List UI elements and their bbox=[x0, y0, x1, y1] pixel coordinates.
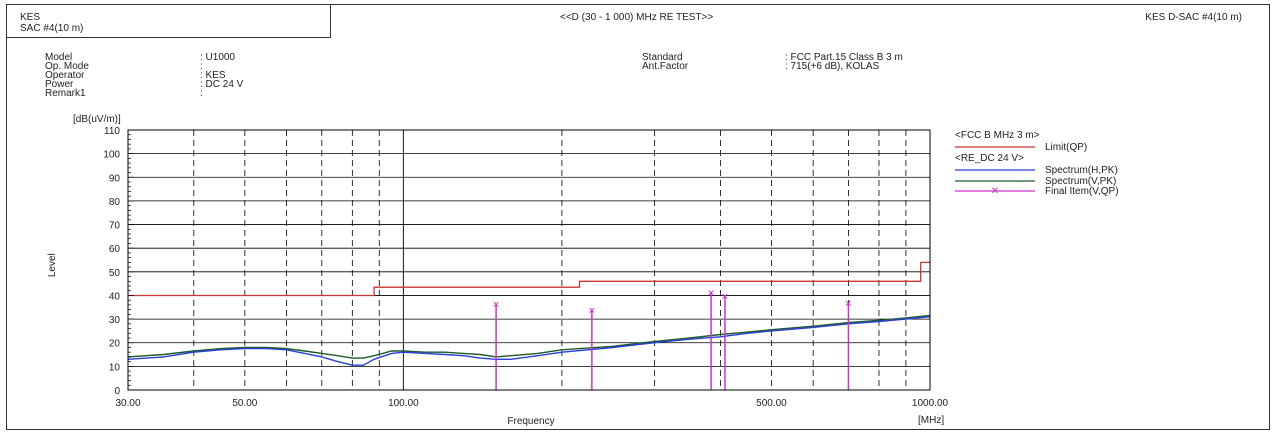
spectrum-v-line bbox=[127, 314, 931, 359]
final-qp-marker: ✕ bbox=[845, 299, 853, 309]
info-value: : bbox=[200, 61, 203, 72]
y-tick-label: 70 bbox=[109, 221, 121, 232]
y-tick-label: 20 bbox=[109, 339, 121, 350]
chart-plot: ✕ ✕ ✕ ✕ ✕ bbox=[127, 261, 931, 390]
chart-legend: <FCC B MHz 3 m> Limit(QP) <RE_DC 24 V> S… bbox=[955, 130, 1119, 197]
x-tick-label: 500.00 bbox=[756, 398, 787, 409]
x-tick-label: 50.00 bbox=[232, 398, 257, 409]
x-tick-label: 1000.00 bbox=[912, 398, 949, 409]
info-value: : 715(+6 dB), KOLAS bbox=[785, 61, 880, 72]
info-label: Remark1 bbox=[45, 88, 86, 99]
chart-axes: 0 10 20 30 40 50 60 70 80 90 100 110 30.00 50.00 100.0… bbox=[103, 126, 948, 409]
x-tick-label: 100.00 bbox=[388, 398, 419, 409]
final-qp-marker: ✕ bbox=[492, 300, 500, 310]
y-tick-label: 100 bbox=[103, 150, 120, 161]
report-title: <<D (30 - 1 000) MHz RE TEST>> bbox=[560, 12, 714, 23]
y-tick-label: 80 bbox=[109, 197, 121, 208]
info-label: Ant.Factor bbox=[642, 61, 689, 72]
legend-final-marker: ✕ bbox=[991, 186, 999, 197]
info-label: Power bbox=[45, 79, 74, 90]
final-qp-marker: ✕ bbox=[707, 288, 715, 298]
info-label: Op. Mode bbox=[45, 61, 89, 72]
legend-spectrum-v-label: Spectrum(V,PK) bbox=[1045, 176, 1116, 187]
info-value: : DC 24 V bbox=[200, 79, 244, 90]
report-frame bbox=[6, 4, 1270, 430]
y-axis-label: Level bbox=[47, 253, 58, 277]
x-unit-label: [MHz] bbox=[918, 415, 944, 426]
legend-group-re: <RE_DC 24 V> bbox=[955, 153, 1024, 164]
final-qp-marker: ✕ bbox=[588, 306, 596, 316]
y-tick-label: 50 bbox=[109, 268, 121, 279]
header-lab-box: KES SAC #4(10 m) bbox=[6, 4, 331, 38]
legend-group-limit: <FCC B MHz 3 m> bbox=[955, 130, 1040, 141]
spectrum-h-line bbox=[127, 316, 931, 366]
y-unit-label: [dB(uV/m)] bbox=[73, 114, 121, 125]
legend-limit-label: Limit(QP) bbox=[1045, 142, 1087, 153]
y-tick-label: 0 bbox=[114, 386, 120, 397]
plot-frame bbox=[127, 129, 931, 391]
info-label: Standard bbox=[642, 52, 683, 63]
info-label: Operator bbox=[45, 70, 85, 81]
y-tick-label: 110 bbox=[104, 126, 120, 137]
info-label: Model bbox=[45, 52, 73, 63]
y-tick-label: 60 bbox=[109, 244, 121, 255]
x-axis-label: Frequency bbox=[507, 416, 554, 427]
y-tick-label: 90 bbox=[109, 173, 121, 184]
limit-qp-line bbox=[128, 261, 930, 297]
legend-final-label: Final Item(V,QP) bbox=[1045, 186, 1119, 197]
site-name: SAC #4(10 m) bbox=[20, 23, 84, 34]
site-right: KES D-SAC #4(10 m) bbox=[1145, 12, 1242, 23]
info-value: : FCC Part.15 Class B 3 m bbox=[785, 52, 903, 63]
legend-spectrum-h-label: Spectrum(H,PK) bbox=[1045, 165, 1118, 176]
lab-name: KES bbox=[20, 12, 41, 23]
info-value: : U1000 bbox=[200, 52, 236, 63]
y-tick-label: 40 bbox=[109, 291, 121, 302]
chart-grid bbox=[128, 130, 930, 390]
info-value: : KES bbox=[200, 70, 226, 81]
info-value: : bbox=[200, 88, 203, 99]
y-tick-label: 30 bbox=[109, 315, 121, 326]
final-qp-marker: ✕ bbox=[721, 291, 729, 301]
y-tick-label: 10 bbox=[109, 362, 121, 373]
x-tick-label: 30.00 bbox=[115, 398, 140, 409]
